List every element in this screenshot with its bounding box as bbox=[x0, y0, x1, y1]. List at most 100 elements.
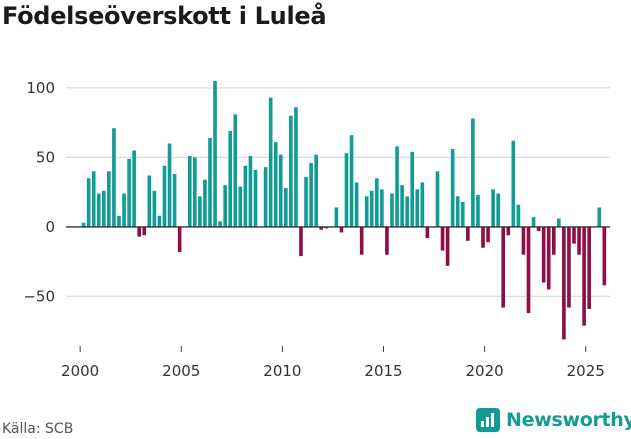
x-tick-label: 2000 bbox=[61, 362, 99, 380]
bar bbox=[172, 174, 177, 227]
bar bbox=[511, 140, 516, 227]
bar bbox=[562, 226, 566, 340]
bar bbox=[304, 176, 308, 227]
bar bbox=[263, 167, 268, 227]
bar bbox=[491, 189, 495, 227]
bar-chart: 100 50 0 −50 2000 2005 2010 2015 2020 2025 bbox=[23, 79, 610, 380]
bar bbox=[364, 196, 369, 227]
bar bbox=[187, 156, 192, 227]
grid-lines bbox=[66, 87, 610, 297]
bar bbox=[496, 193, 500, 227]
bar bbox=[597, 207, 602, 227]
bar bbox=[445, 226, 450, 266]
bar bbox=[420, 182, 425, 227]
bar bbox=[369, 190, 374, 227]
bar bbox=[471, 118, 475, 227]
bar bbox=[501, 226, 506, 308]
bar bbox=[137, 226, 142, 237]
bar bbox=[319, 226, 324, 230]
x-tick-label: 2005 bbox=[162, 362, 200, 380]
bar bbox=[486, 226, 490, 243]
x-tick-label: 2020 bbox=[466, 362, 504, 380]
newsworthy-logo-icon bbox=[476, 408, 500, 432]
bar bbox=[268, 97, 273, 227]
bar bbox=[177, 226, 182, 252]
bars bbox=[81, 80, 607, 340]
page-title: Födelseöverskott i Luleå bbox=[2, 2, 327, 30]
bar bbox=[410, 151, 415, 227]
bar bbox=[142, 226, 147, 236]
bar bbox=[587, 226, 591, 309]
bar bbox=[167, 143, 172, 227]
x-tick-label: 2025 bbox=[567, 362, 605, 380]
bar bbox=[162, 165, 167, 227]
bar bbox=[359, 226, 364, 255]
bar bbox=[506, 226, 511, 236]
bar bbox=[112, 128, 116, 227]
bar bbox=[198, 196, 202, 227]
bar bbox=[557, 218, 561, 227]
bar bbox=[102, 190, 106, 227]
bar bbox=[567, 226, 571, 308]
bar bbox=[294, 107, 298, 227]
bar bbox=[354, 182, 359, 227]
bar bbox=[203, 179, 207, 227]
bar bbox=[213, 80, 217, 227]
bar bbox=[395, 146, 399, 227]
bar bbox=[278, 154, 283, 227]
bar bbox=[450, 149, 455, 227]
bar bbox=[96, 193, 101, 227]
bar bbox=[466, 226, 470, 241]
bar bbox=[385, 226, 389, 255]
bar bbox=[521, 226, 526, 255]
bar bbox=[107, 171, 111, 227]
y-tick-label: 0 bbox=[45, 218, 55, 236]
y-tick-label: 100 bbox=[26, 79, 55, 97]
bar bbox=[375, 178, 379, 227]
bar bbox=[455, 196, 460, 227]
bar bbox=[440, 226, 445, 251]
bar bbox=[132, 150, 136, 227]
bar bbox=[86, 178, 91, 227]
bar bbox=[122, 193, 126, 227]
bar bbox=[390, 193, 394, 227]
bar bbox=[193, 157, 197, 227]
bar bbox=[339, 226, 344, 233]
bar bbox=[572, 226, 576, 244]
bar bbox=[516, 204, 521, 227]
y-axis-ticks: 100 50 0 −50 bbox=[23, 79, 55, 305]
bar bbox=[481, 226, 485, 248]
bar bbox=[289, 115, 293, 227]
bar bbox=[248, 156, 253, 227]
x-tick-label: 2015 bbox=[364, 362, 402, 380]
bar bbox=[238, 186, 243, 227]
bar bbox=[309, 162, 313, 227]
bar bbox=[147, 175, 152, 227]
bar bbox=[273, 142, 278, 227]
bar bbox=[208, 137, 212, 227]
bar bbox=[425, 226, 430, 239]
bar bbox=[314, 154, 318, 227]
bar bbox=[460, 201, 465, 227]
x-tick-label: 2010 bbox=[263, 362, 301, 380]
source-label: Källa: SCB bbox=[2, 421, 74, 437]
bar bbox=[117, 215, 121, 227]
bar bbox=[435, 171, 440, 227]
bar bbox=[127, 158, 131, 227]
bar bbox=[81, 222, 86, 227]
bar bbox=[253, 169, 258, 227]
bar bbox=[233, 114, 238, 227]
bar bbox=[218, 221, 222, 227]
bar bbox=[526, 226, 531, 314]
bar bbox=[91, 171, 96, 227]
brand-logo: Newsworthy bbox=[476, 408, 631, 432]
bar bbox=[405, 196, 409, 227]
bar bbox=[582, 226, 586, 326]
y-tick-label: −50 bbox=[23, 287, 55, 305]
bar bbox=[536, 226, 541, 232]
bar bbox=[243, 165, 248, 227]
bar bbox=[228, 130, 233, 227]
bar bbox=[152, 190, 157, 227]
bar bbox=[546, 226, 551, 290]
bar bbox=[157, 215, 162, 227]
